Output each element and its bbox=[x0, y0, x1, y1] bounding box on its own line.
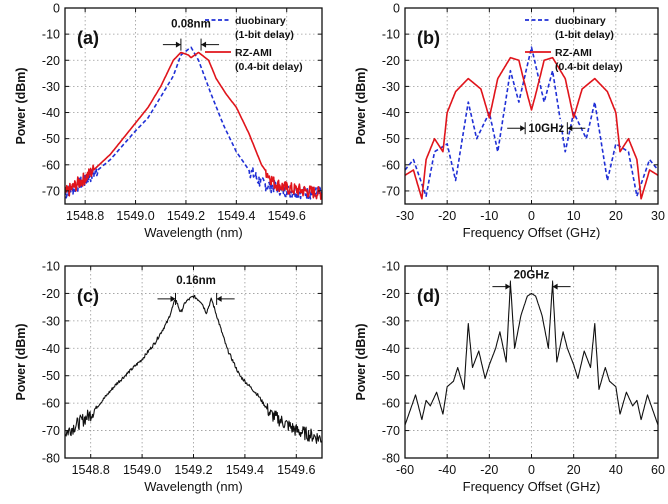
panel-d: -60 -40 -20 0 20 40 60 -10 -20 -30 -40 -50 -60 -70 -80… bbox=[354, 260, 665, 495]
y-tick-label: -30 bbox=[382, 80, 400, 94]
x-tick-label: 1549.4 bbox=[226, 463, 264, 477]
legend-label: duobinary bbox=[555, 15, 606, 27]
panel-label: (c) bbox=[77, 286, 99, 306]
x-tick-label: 1549.2 bbox=[167, 209, 205, 223]
series-line-spectrum bbox=[65, 294, 322, 444]
spacing-arrow bbox=[507, 122, 586, 135]
x-axis-label: Frequency Offset (GHz) bbox=[463, 479, 601, 494]
plot-frame bbox=[64, 7, 323, 205]
y-tick-label: -10 bbox=[42, 260, 60, 274]
y-tick-label: -20 bbox=[42, 287, 60, 301]
series-line-rz-ami bbox=[65, 51, 322, 200]
legend-label: duobinary bbox=[235, 15, 286, 27]
x-tick-label: -20 bbox=[438, 209, 456, 223]
panel-a: 1548.8 1549.0 1549.2 1549.4 1549.6 0 -10 -20 -30… bbox=[14, 2, 323, 240]
legend-label: (0.4-bit delay) bbox=[235, 61, 303, 73]
x-tick-label: 10 bbox=[567, 209, 581, 223]
x-tick-label: 1548.8 bbox=[72, 463, 110, 477]
x-tick-label: 1549.4 bbox=[217, 209, 255, 223]
legend-label: (0.4-bit delay) bbox=[555, 61, 623, 73]
y-axis-label: Power (dBm) bbox=[14, 67, 28, 144]
y-axis-label: Power (dBm) bbox=[354, 323, 368, 400]
y-tick-label: 0 bbox=[393, 2, 400, 16]
y-tick-label: -20 bbox=[42, 54, 60, 68]
x-tick-label: 20 bbox=[567, 463, 581, 477]
x-tick-label: -40 bbox=[438, 463, 456, 477]
y-tick-label: -30 bbox=[382, 314, 400, 328]
y-tick-label: 0 bbox=[53, 2, 60, 16]
y-tick-label: -50 bbox=[42, 369, 60, 383]
panel-b: -30 -20 -10 0 10 20 30 0 -10 -20 -30 -40 -50 -60 -70 Fr… bbox=[354, 2, 665, 241]
x-tick-label: 20 bbox=[609, 209, 623, 223]
y-tick-label: -40 bbox=[382, 342, 400, 356]
legend-label: (1-bit delay) bbox=[235, 29, 294, 41]
x-tick-label: 1549.0 bbox=[116, 209, 154, 223]
x-tick-label: -30 bbox=[396, 209, 414, 223]
y-tick-label: -20 bbox=[382, 287, 400, 301]
y-tick-label: -50 bbox=[382, 132, 400, 146]
series-line-spectrum bbox=[405, 281, 658, 426]
y-tick-label: -30 bbox=[42, 314, 60, 328]
x-axis-label: Frequency Offset (GHz) bbox=[463, 225, 601, 240]
spacing-annotation: 20GHz bbox=[514, 269, 550, 281]
y-tick-label: -30 bbox=[42, 80, 60, 94]
x-tick-label: 60 bbox=[651, 463, 665, 477]
y-axis-label: Power (dBm) bbox=[14, 323, 28, 400]
spacing-annotation: 0.08nm bbox=[171, 19, 211, 31]
panel-label: (b) bbox=[417, 28, 440, 48]
y-tick-label: -80 bbox=[42, 452, 60, 466]
legend-label: RZ-AMI bbox=[555, 47, 592, 59]
spacing-arrow bbox=[492, 280, 571, 293]
y-tick-label: -80 bbox=[382, 452, 400, 466]
x-tick-label: 0 bbox=[528, 463, 535, 477]
x-tick-label: -20 bbox=[480, 463, 498, 477]
x-tick-label: 0 bbox=[528, 209, 535, 223]
y-tick-label: -60 bbox=[42, 158, 60, 172]
x-tick-label: -60 bbox=[396, 463, 414, 477]
spacing-annotation: 10GHz bbox=[528, 123, 564, 135]
y-tick-label: -70 bbox=[382, 424, 400, 438]
x-tick-label: -10 bbox=[480, 209, 498, 223]
y-tick-label: -40 bbox=[42, 342, 60, 356]
x-tick-label: 1549.6 bbox=[277, 463, 315, 477]
y-tick-label: -40 bbox=[382, 106, 400, 120]
y-tick-label: -60 bbox=[42, 397, 60, 411]
y-tick-label: -40 bbox=[42, 106, 60, 120]
spacing-arrow bbox=[157, 292, 235, 305]
y-tick-label: -20 bbox=[382, 54, 400, 68]
y-tick-label: -10 bbox=[382, 260, 400, 274]
panel-c: 1548.8 1549.0 1549.2 1549.4 1549.6 -10 -20 -30 -… bbox=[14, 260, 323, 494]
x-tick-label: 40 bbox=[609, 463, 623, 477]
y-tick-label: -60 bbox=[382, 397, 400, 411]
x-tick-label: 1549.6 bbox=[268, 209, 306, 223]
series-line-rz-ami bbox=[405, 56, 658, 200]
x-tick-label: 30 bbox=[651, 209, 665, 223]
x-tick-label: 1549.2 bbox=[174, 463, 212, 477]
x-axis-label: Wavelength (nm) bbox=[144, 225, 243, 240]
y-tick-label: -50 bbox=[42, 132, 60, 146]
y-tick-label: -10 bbox=[382, 28, 400, 42]
y-axis-label: Power (dBm) bbox=[354, 67, 368, 144]
legend-label: RZ-AMI bbox=[235, 47, 272, 59]
panel-label: (a) bbox=[77, 28, 99, 48]
y-tick-label: -70 bbox=[42, 424, 60, 438]
y-tick-label: -60 bbox=[382, 158, 400, 172]
spacing-annotation: 0.16nm bbox=[176, 275, 216, 287]
panel-label: (d) bbox=[417, 286, 440, 306]
legend-label: (1-bit delay) bbox=[555, 29, 614, 41]
spacing-arrow bbox=[162, 38, 220, 51]
y-tick-label: -50 bbox=[382, 369, 400, 383]
y-tick-label: -70 bbox=[42, 184, 60, 198]
x-axis-label: Wavelength (nm) bbox=[144, 479, 243, 494]
series-line-duobinary bbox=[405, 46, 658, 197]
y-tick-label: -10 bbox=[42, 28, 60, 42]
x-tick-label: 1549.0 bbox=[123, 463, 161, 477]
y-tick-label: -70 bbox=[382, 184, 400, 198]
x-tick-label: 1548.8 bbox=[66, 209, 104, 223]
